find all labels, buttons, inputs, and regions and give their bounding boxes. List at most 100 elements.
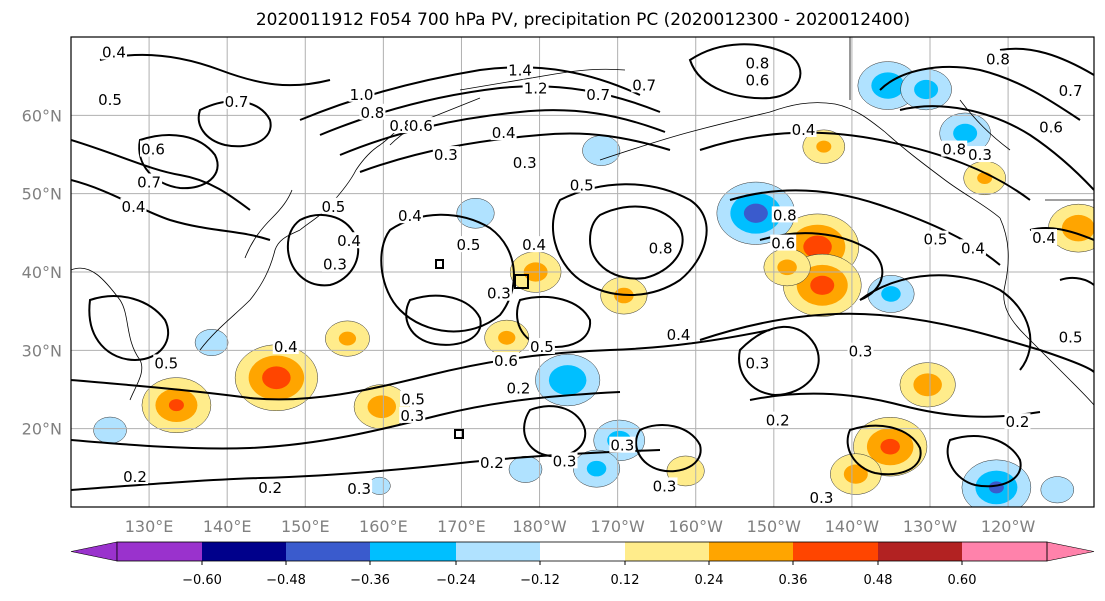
precip-level	[338, 331, 357, 346]
y-tick-label: 30°N	[22, 341, 62, 360]
contour-label: 0.4	[667, 326, 691, 344]
contour-label: 0.4	[122, 198, 146, 216]
contour-label-bg	[400, 390, 427, 407]
precip-level	[988, 481, 1004, 494]
colorbar-tick-label: 0.36	[779, 573, 808, 588]
contour-label: 0.3	[347, 480, 371, 498]
x-tick-label: 140°W	[825, 517, 880, 536]
colorbar-box	[540, 542, 625, 561]
y-tick-label: 50°N	[22, 185, 62, 204]
y-axis-ticks: 60°N 50°N 40°N 30°N 20°N	[22, 106, 62, 438]
colorbar-box	[793, 542, 878, 561]
colorbar-tick-label: 0.48	[864, 573, 893, 588]
precip-negative-blob	[867, 275, 915, 313]
colorbar-box	[456, 542, 540, 561]
contour-label: 1.4	[508, 61, 532, 79]
contour-label: 0.3	[487, 285, 511, 303]
contour-label: 0.8	[361, 104, 385, 122]
contour-label-bg	[388, 117, 415, 134]
contour-label: 0.3	[434, 146, 458, 164]
contour-label-bg	[320, 197, 347, 214]
contour-label-bg	[647, 239, 674, 256]
colorbar-tick-label: −0.24	[436, 573, 476, 588]
precip-negative-blob	[582, 135, 621, 166]
contour-label-bg	[847, 342, 874, 359]
colorbar-box	[370, 542, 456, 561]
colorbar-frame	[116, 541, 1048, 562]
contour-label-bg	[941, 140, 968, 157]
contour-label-bg	[336, 232, 363, 249]
contour-label-bg	[100, 43, 127, 60]
contour-label-bg	[551, 452, 578, 469]
contour-label-bg	[346, 479, 373, 496]
contour-label: 0.4	[522, 236, 546, 254]
precip-level	[880, 438, 900, 455]
precip-negative-blob	[194, 329, 229, 356]
contour-label-bg	[321, 255, 348, 272]
precip-level	[548, 365, 587, 396]
contour-label-bg	[505, 379, 532, 396]
contour-label-bg	[771, 206, 798, 223]
x-tick-label: 150°E	[281, 517, 330, 536]
precip-positive-blob	[830, 453, 882, 495]
contour-label-bg	[808, 489, 835, 506]
contour-label: 0.4	[961, 239, 985, 257]
precip-positive-blob	[763, 248, 811, 287]
contour-label-bg	[492, 352, 519, 369]
contour-label: 0.2	[480, 454, 504, 472]
contour-label-bg	[348, 85, 375, 102]
contour-label-bg	[1004, 413, 1031, 430]
x-tick-label: 170°W	[590, 517, 645, 536]
colorbar-box	[117, 542, 202, 561]
contour-label-bg	[521, 236, 548, 253]
precip-level	[881, 286, 901, 302]
precip-level	[843, 464, 868, 484]
contour-label: 0.2	[507, 380, 531, 398]
colorbar-tick-label: 0.24	[695, 573, 724, 588]
contour-label: 0.6	[141, 141, 165, 159]
contour-label-bg	[490, 124, 517, 141]
contour-label: 0.3	[553, 452, 577, 470]
precip-positive-blob	[353, 384, 410, 430]
colorbar-tick-label: 0.12	[611, 573, 640, 588]
contour-label-bg	[744, 54, 771, 71]
contour-label-bg	[257, 478, 284, 495]
contour-label-bg	[1038, 118, 1065, 135]
x-axis-ticks: 130°E 140°E 150°E 160°E 170°E 180°W 170°W 160°W…	[125, 517, 1036, 536]
contour-label: 0.4	[337, 232, 361, 250]
precip-level	[586, 460, 607, 477]
contour-label: 0.3	[849, 343, 873, 361]
contour-label-bg	[223, 92, 250, 109]
contour-label: 1.2	[524, 79, 548, 97]
contour-label-bg	[744, 354, 771, 371]
contour-label-bg	[511, 153, 538, 170]
contour-label: 0.8	[389, 117, 413, 135]
contour-label: 0.3	[400, 407, 424, 425]
precip-negative-blob	[573, 449, 621, 488]
y-tick-label: 60°N	[22, 106, 62, 125]
contour-label: 0.7	[586, 86, 610, 104]
contour-label: 0.2	[123, 468, 147, 486]
contour-label: 0.8	[773, 206, 797, 224]
colorbar-extend-low	[70, 541, 118, 562]
contour-label: 0.6	[771, 235, 795, 253]
precip-level	[168, 399, 184, 412]
contour-label: 0.7	[632, 76, 656, 94]
precip-level	[262, 366, 291, 390]
contour-label-bg	[770, 234, 797, 251]
y-tick-label: 40°N	[22, 263, 62, 282]
contour-label: 0.4	[492, 124, 516, 142]
contour-label-bg	[609, 436, 636, 453]
contour-label-bg	[1031, 229, 1058, 246]
contour-label-bg	[1057, 81, 1084, 98]
contour-label: 0.5	[98, 91, 122, 109]
precip-positive-blob	[1048, 203, 1094, 253]
contour-label-bg	[507, 61, 534, 78]
x-tick-label: 160°W	[669, 517, 724, 536]
precip-negative-blob	[93, 416, 127, 444]
precip-level	[803, 235, 832, 259]
contour-label-bg	[485, 284, 512, 301]
map-area: 0.40.5 0.70.60.71.00.81.41.2 0.70.80.6 0.40…	[70, 36, 1095, 508]
contour-label-bg	[120, 197, 147, 214]
contour-label: 0.3	[610, 437, 634, 455]
